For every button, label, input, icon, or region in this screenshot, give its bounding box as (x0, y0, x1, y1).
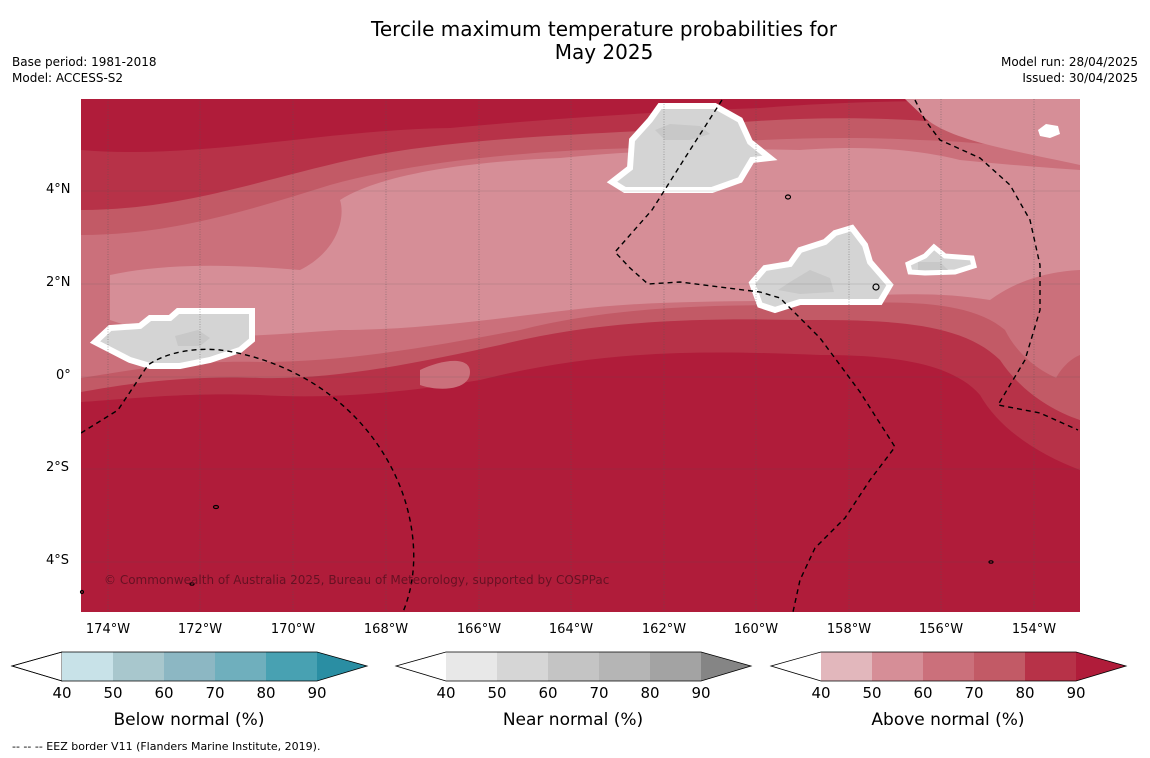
cb1-tick-70: 70 (589, 684, 609, 702)
eez-west (81, 348, 415, 612)
model-run: Model run: 28/04/2025 (1000, 55, 1138, 69)
lon-label-158w: 158°W (826, 622, 872, 637)
near-normal-ne (1038, 124, 1060, 138)
eez-borders (81, 99, 1079, 612)
cb1-seg-5 (650, 652, 701, 681)
cb1-seg-6 (701, 652, 751, 681)
colorbar-below-normal (10, 651, 369, 682)
cb2-tick-50: 50 (862, 684, 882, 702)
cb0-tick-40: 40 (52, 684, 72, 702)
cb0-title: Below normal (%) (113, 710, 265, 730)
lon-label-162w: 162°W (641, 622, 687, 637)
cb1-seg-0 (396, 652, 446, 681)
cb1-seg-2 (497, 652, 548, 681)
title-line-1: Tercile maximum temperature probabilitie… (371, 17, 837, 41)
cb1-tick-90: 90 (691, 684, 711, 702)
cb2-seg-3 (923, 652, 974, 681)
cb0-seg-5 (266, 652, 317, 681)
meta-left: Base period: 1981-2018 Model: ACCESS-S2 (12, 54, 157, 86)
map-title: Tercile maximum temperature probabilitie… (0, 18, 1150, 64)
cb2-seg-6 (1076, 652, 1126, 681)
cb1-tick-60: 60 (538, 684, 558, 702)
cb0-tick-50: 50 (103, 684, 123, 702)
near-normal-inner-shade-2 (778, 270, 834, 294)
near-normal-inner-shade-3 (175, 330, 210, 346)
lon-label-170w: 170°W (270, 622, 316, 637)
lon-label-174w: 174°W (85, 622, 131, 637)
island-5 (988, 560, 994, 564)
title-line-2: May 2025 (554, 40, 654, 64)
lat-label-4n: 4°N (46, 182, 71, 197)
island-2 (189, 582, 195, 586)
meta-right: Model run: 28/04/2025 Issued: 30/04/2025 (1001, 54, 1138, 86)
eez-legend-note: -- -- -- EEZ border V11 (Flanders Marine… (12, 740, 321, 753)
cb2-tick-80: 80 (1015, 684, 1035, 702)
cb2-seg-5 (1025, 652, 1076, 681)
island-4 (872, 283, 880, 291)
lon-label-166w: 166°W (456, 622, 502, 637)
near-normal-west (89, 308, 255, 369)
model-name: Model: ACCESS-S2 (12, 71, 124, 85)
lat-label-2n: 2°N (46, 275, 71, 290)
colorbar-above-normal (769, 651, 1128, 682)
cb1-seg-3 (548, 652, 599, 681)
cb2-tick-60: 60 (913, 684, 933, 702)
lon-label-164w: 164°W (548, 622, 594, 637)
near-normal-inner-shade-4 (918, 262, 948, 270)
cb1-outline (394, 651, 753, 682)
issued-date: Issued: 30/04/2025 (1022, 71, 1138, 85)
cb0-tick-90: 90 (307, 684, 327, 702)
field-band-50-east (905, 99, 1080, 165)
lat-label-4s: 4°S (46, 553, 70, 568)
island-1 (212, 504, 220, 510)
island-6 (79, 589, 85, 595)
lat-label-0: 0° (56, 368, 71, 383)
cb0-seg-6 (317, 652, 367, 681)
cb2-seg-1 (821, 652, 872, 681)
cb2-outline (769, 651, 1128, 682)
copyright-notice: © Commonwealth of Australia 2025, Bureau… (104, 573, 610, 587)
cb1-seg-1 (446, 652, 497, 681)
cb2-seg-2 (872, 652, 923, 681)
cb0-tick-80: 80 (256, 684, 276, 702)
colorbar-near-normal (394, 651, 753, 682)
cb0-outline (10, 651, 369, 682)
lon-label-172w: 172°W (177, 622, 223, 637)
graticule (81, 99, 1080, 612)
cb0-tick-70: 70 (205, 684, 225, 702)
lon-label-154w: 154°W (1011, 622, 1057, 637)
lon-label-156w: 156°W (918, 622, 964, 637)
lat-label-2s: 2°S (46, 460, 70, 475)
cb1-title: Near normal (%) (502, 710, 644, 730)
field-band-70-eq (420, 360, 470, 389)
cb1-tick-80: 80 (640, 684, 660, 702)
cb0-seg-3 (164, 652, 215, 681)
cb0-tick-60: 60 (154, 684, 174, 702)
islands (79, 194, 994, 595)
base-period: Base period: 1981-2018 (12, 55, 157, 69)
island-3 (784, 194, 792, 200)
lon-label-168w: 168°W (363, 622, 409, 637)
cb1-tick-50: 50 (487, 684, 507, 702)
cb1-tick-40: 40 (436, 684, 456, 702)
cb2-tick-70: 70 (964, 684, 984, 702)
cb0-seg-1 (62, 652, 113, 681)
lon-label-160w: 160°W (733, 622, 779, 637)
near-normal-inner-shade-1 (655, 124, 710, 140)
cb0-seg-4 (215, 652, 266, 681)
cb1-seg-4 (599, 652, 650, 681)
cb2-tick-40: 40 (811, 684, 831, 702)
cb2-seg-4 (974, 652, 1025, 681)
field-band-60-se (1055, 355, 1080, 420)
probability-field (81, 99, 1080, 612)
cb0-seg-0 (10, 651, 63, 682)
cb2-tick-90: 90 (1066, 684, 1086, 702)
cb0-seg-2 (113, 652, 164, 681)
cb2-seg-0 (771, 652, 821, 681)
cb2-title: Above normal (%) (871, 710, 1025, 730)
